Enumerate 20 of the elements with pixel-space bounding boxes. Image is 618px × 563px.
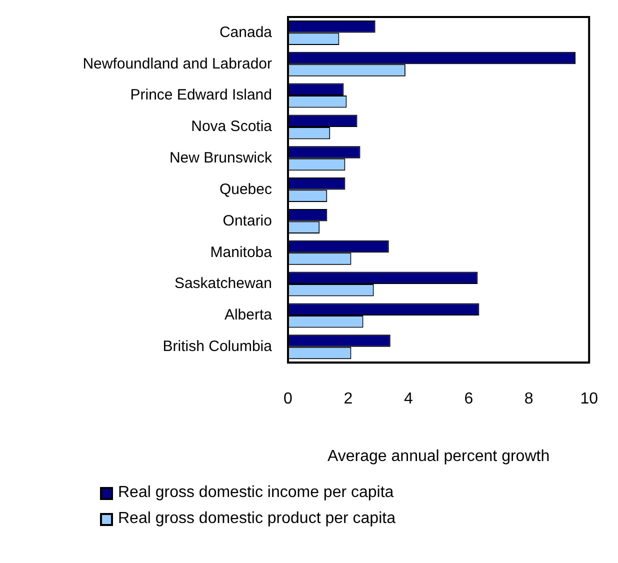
y-tick-label: Prince Edward Island xyxy=(130,86,272,104)
x-tick-label: 6 xyxy=(464,390,474,408)
legend-label: Real gross domestic product per capita xyxy=(118,510,396,528)
x-tick-label: 4 xyxy=(404,390,413,408)
y-tick-label: British Columbia xyxy=(162,338,273,356)
y-tick-label: Nova Scotia xyxy=(191,118,273,136)
y-tick-label: New Brunswick xyxy=(169,150,272,167)
y-tick-label: Ontario xyxy=(222,212,272,230)
legend-label: Real gross domestic income per capita xyxy=(118,484,394,502)
y-tick-label: Canada xyxy=(219,24,273,41)
x-axis-title: Average annual percent growth xyxy=(328,448,550,465)
x-tick-label: 10 xyxy=(580,390,598,408)
x-tick-label: 2 xyxy=(344,390,353,408)
y-tick-label: Saskatchewan xyxy=(174,275,272,292)
x-tick-label: 0 xyxy=(284,390,293,408)
y-tick-label: Alberta xyxy=(224,306,273,324)
x-tick-label: 8 xyxy=(524,390,534,408)
y-tick-label: Manitoba xyxy=(210,244,273,261)
y-tick-label: Newfoundland and Labrador xyxy=(82,55,272,72)
y-tick-label: Quebec xyxy=(219,180,272,198)
